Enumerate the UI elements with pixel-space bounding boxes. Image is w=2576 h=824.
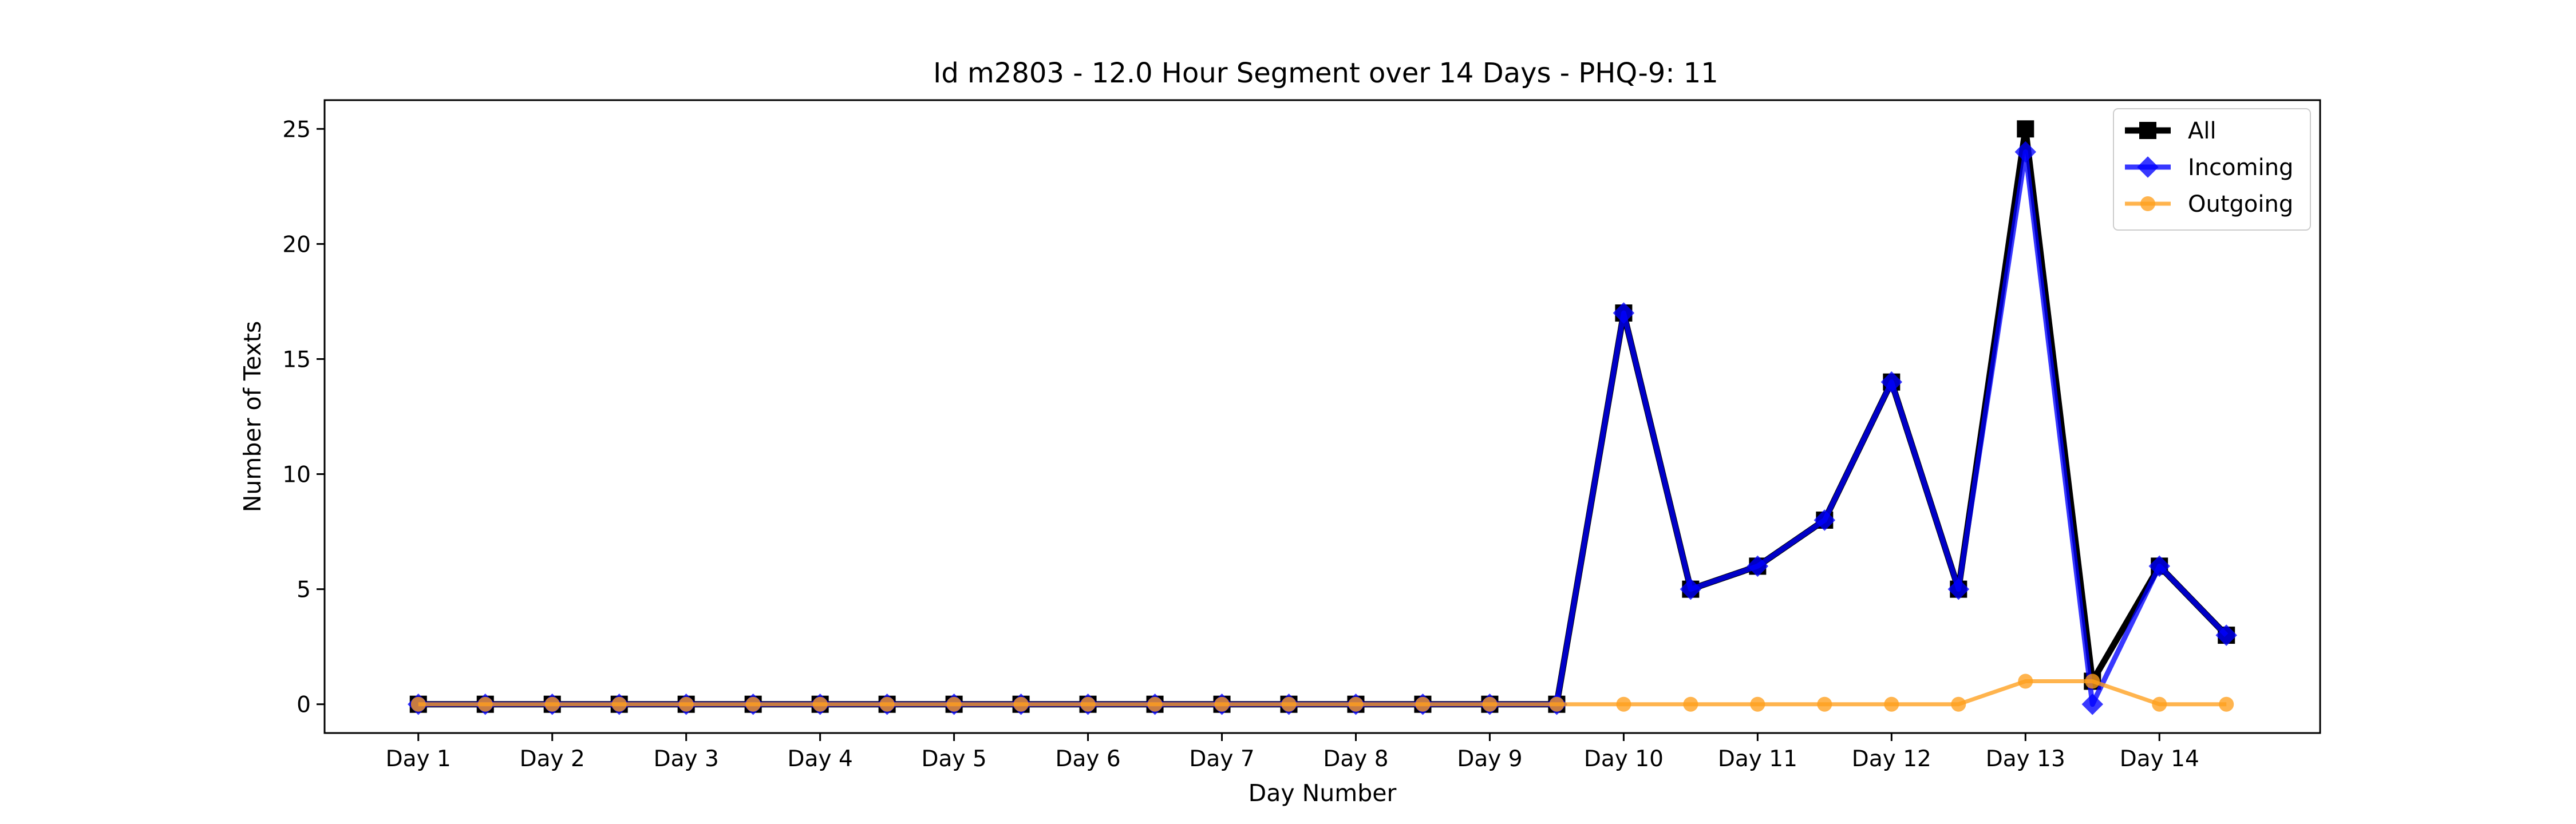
incoming-point — [2014, 141, 2037, 163]
y-tick-label: 5 — [297, 577, 311, 603]
y-tick-label: 10 — [282, 462, 311, 488]
incoming-series — [408, 141, 2237, 715]
incoming-point — [2081, 693, 2104, 715]
x-tick-label: Day 1 — [386, 746, 451, 772]
outgoing-series-line — [418, 679, 2227, 707]
outgoing-point — [1348, 696, 1364, 712]
legend-item-all: All — [2125, 118, 2217, 144]
incoming-point — [1747, 555, 1769, 577]
outgoing-point — [1482, 696, 1498, 712]
legend-label-outgoing: Outgoing — [2188, 191, 2293, 217]
x-axis-label: Day Number — [1249, 779, 1397, 807]
outgoing-point — [812, 696, 828, 712]
legend-marker-all — [2139, 122, 2156, 139]
outgoing-point — [678, 696, 694, 712]
outgoing-series — [410, 674, 2234, 712]
x-tick-label: Day 12 — [1852, 746, 1931, 772]
outgoing-point — [1549, 696, 1564, 712]
x-tick-label: Day 10 — [1584, 746, 1664, 772]
outgoing-point — [879, 696, 895, 712]
outgoing-point — [544, 696, 560, 712]
legend-label-all: All — [2188, 118, 2217, 144]
x-tick-label: Day 11 — [1718, 746, 1797, 772]
x-tick-label: Day 8 — [1323, 746, 1388, 772]
plot-area — [408, 120, 2237, 715]
outgoing-point — [1147, 696, 1163, 712]
outgoing-point — [1750, 696, 1765, 712]
chart-title: Id m2803 - 12.0 Hour Segment over 14 Day… — [933, 57, 1718, 89]
incoming-series-line — [418, 149, 2229, 707]
outgoing-point — [1683, 696, 1698, 712]
outgoing-point — [2085, 674, 2100, 689]
legend: All Incoming Outgoing — [2113, 108, 2311, 231]
outgoing-point — [2018, 674, 2033, 689]
plot-frame — [323, 99, 2321, 734]
x-tick-label: Day 13 — [1986, 746, 2065, 772]
legend-item-outgoing: Outgoing — [2125, 191, 2293, 217]
y-tick-label: 15 — [282, 347, 311, 373]
x-tick-label: Day 2 — [520, 746, 585, 772]
x-tick-label: Day 9 — [1457, 746, 1522, 772]
all-series-line — [418, 125, 2229, 708]
outgoing-point — [1013, 696, 1029, 712]
y-tick-label: 20 — [282, 232, 311, 258]
outgoing-point — [1616, 696, 1631, 712]
all-series — [409, 120, 2235, 713]
legend-item-incoming: Incoming — [2125, 154, 2293, 181]
outgoing-point — [1415, 696, 1431, 712]
outgoing-point — [2219, 696, 2234, 712]
x-tick-label: Day 14 — [2120, 746, 2199, 772]
outgoing-point — [611, 696, 627, 712]
outgoing-point — [1951, 696, 1966, 712]
outgoing-point — [1080, 696, 1096, 712]
x-tick-label: Day 5 — [921, 746, 986, 772]
incoming-point — [1947, 578, 1970, 600]
x-tick-label: Day 3 — [654, 746, 719, 772]
y-axis: 0 5 10 15 20 25 — [282, 117, 325, 718]
y-axis-label: Number of Texts — [239, 321, 266, 513]
outgoing-point — [2152, 696, 2167, 712]
outgoing-point — [1281, 696, 1297, 712]
incoming-point — [2215, 624, 2237, 646]
x-tick-label: Day 6 — [1055, 746, 1120, 772]
legend-box — [2113, 108, 2311, 231]
outgoing-point — [477, 696, 493, 712]
outgoing-point — [946, 696, 962, 712]
outgoing-point — [1884, 696, 1899, 712]
incoming-point — [1680, 578, 1702, 600]
legend-label-incoming: Incoming — [2188, 154, 2293, 181]
outgoing-point — [1214, 696, 1230, 712]
y-tick-label: 0 — [297, 692, 311, 718]
incoming-point — [1880, 371, 1903, 393]
x-axis: Day 1 Day 2 Day 3 Day 4 Day 5 Day 6 Day 7 Day 8… — [386, 733, 2199, 772]
outgoing-point — [745, 696, 761, 712]
incoming-point — [2148, 555, 2170, 577]
legend-marker-outgoing — [2140, 196, 2155, 211]
x-tick-label: Day 4 — [788, 746, 853, 772]
x-tick-label: Day 7 — [1189, 746, 1254, 772]
legend-marker-incoming — [2137, 156, 2159, 178]
outgoing-point — [410, 696, 426, 712]
incoming-point — [1613, 302, 1635, 324]
y-tick-label: 25 — [282, 117, 311, 142]
outgoing-point — [1817, 696, 1832, 712]
incoming-point — [1814, 509, 1836, 531]
all-point — [2017, 120, 2034, 138]
